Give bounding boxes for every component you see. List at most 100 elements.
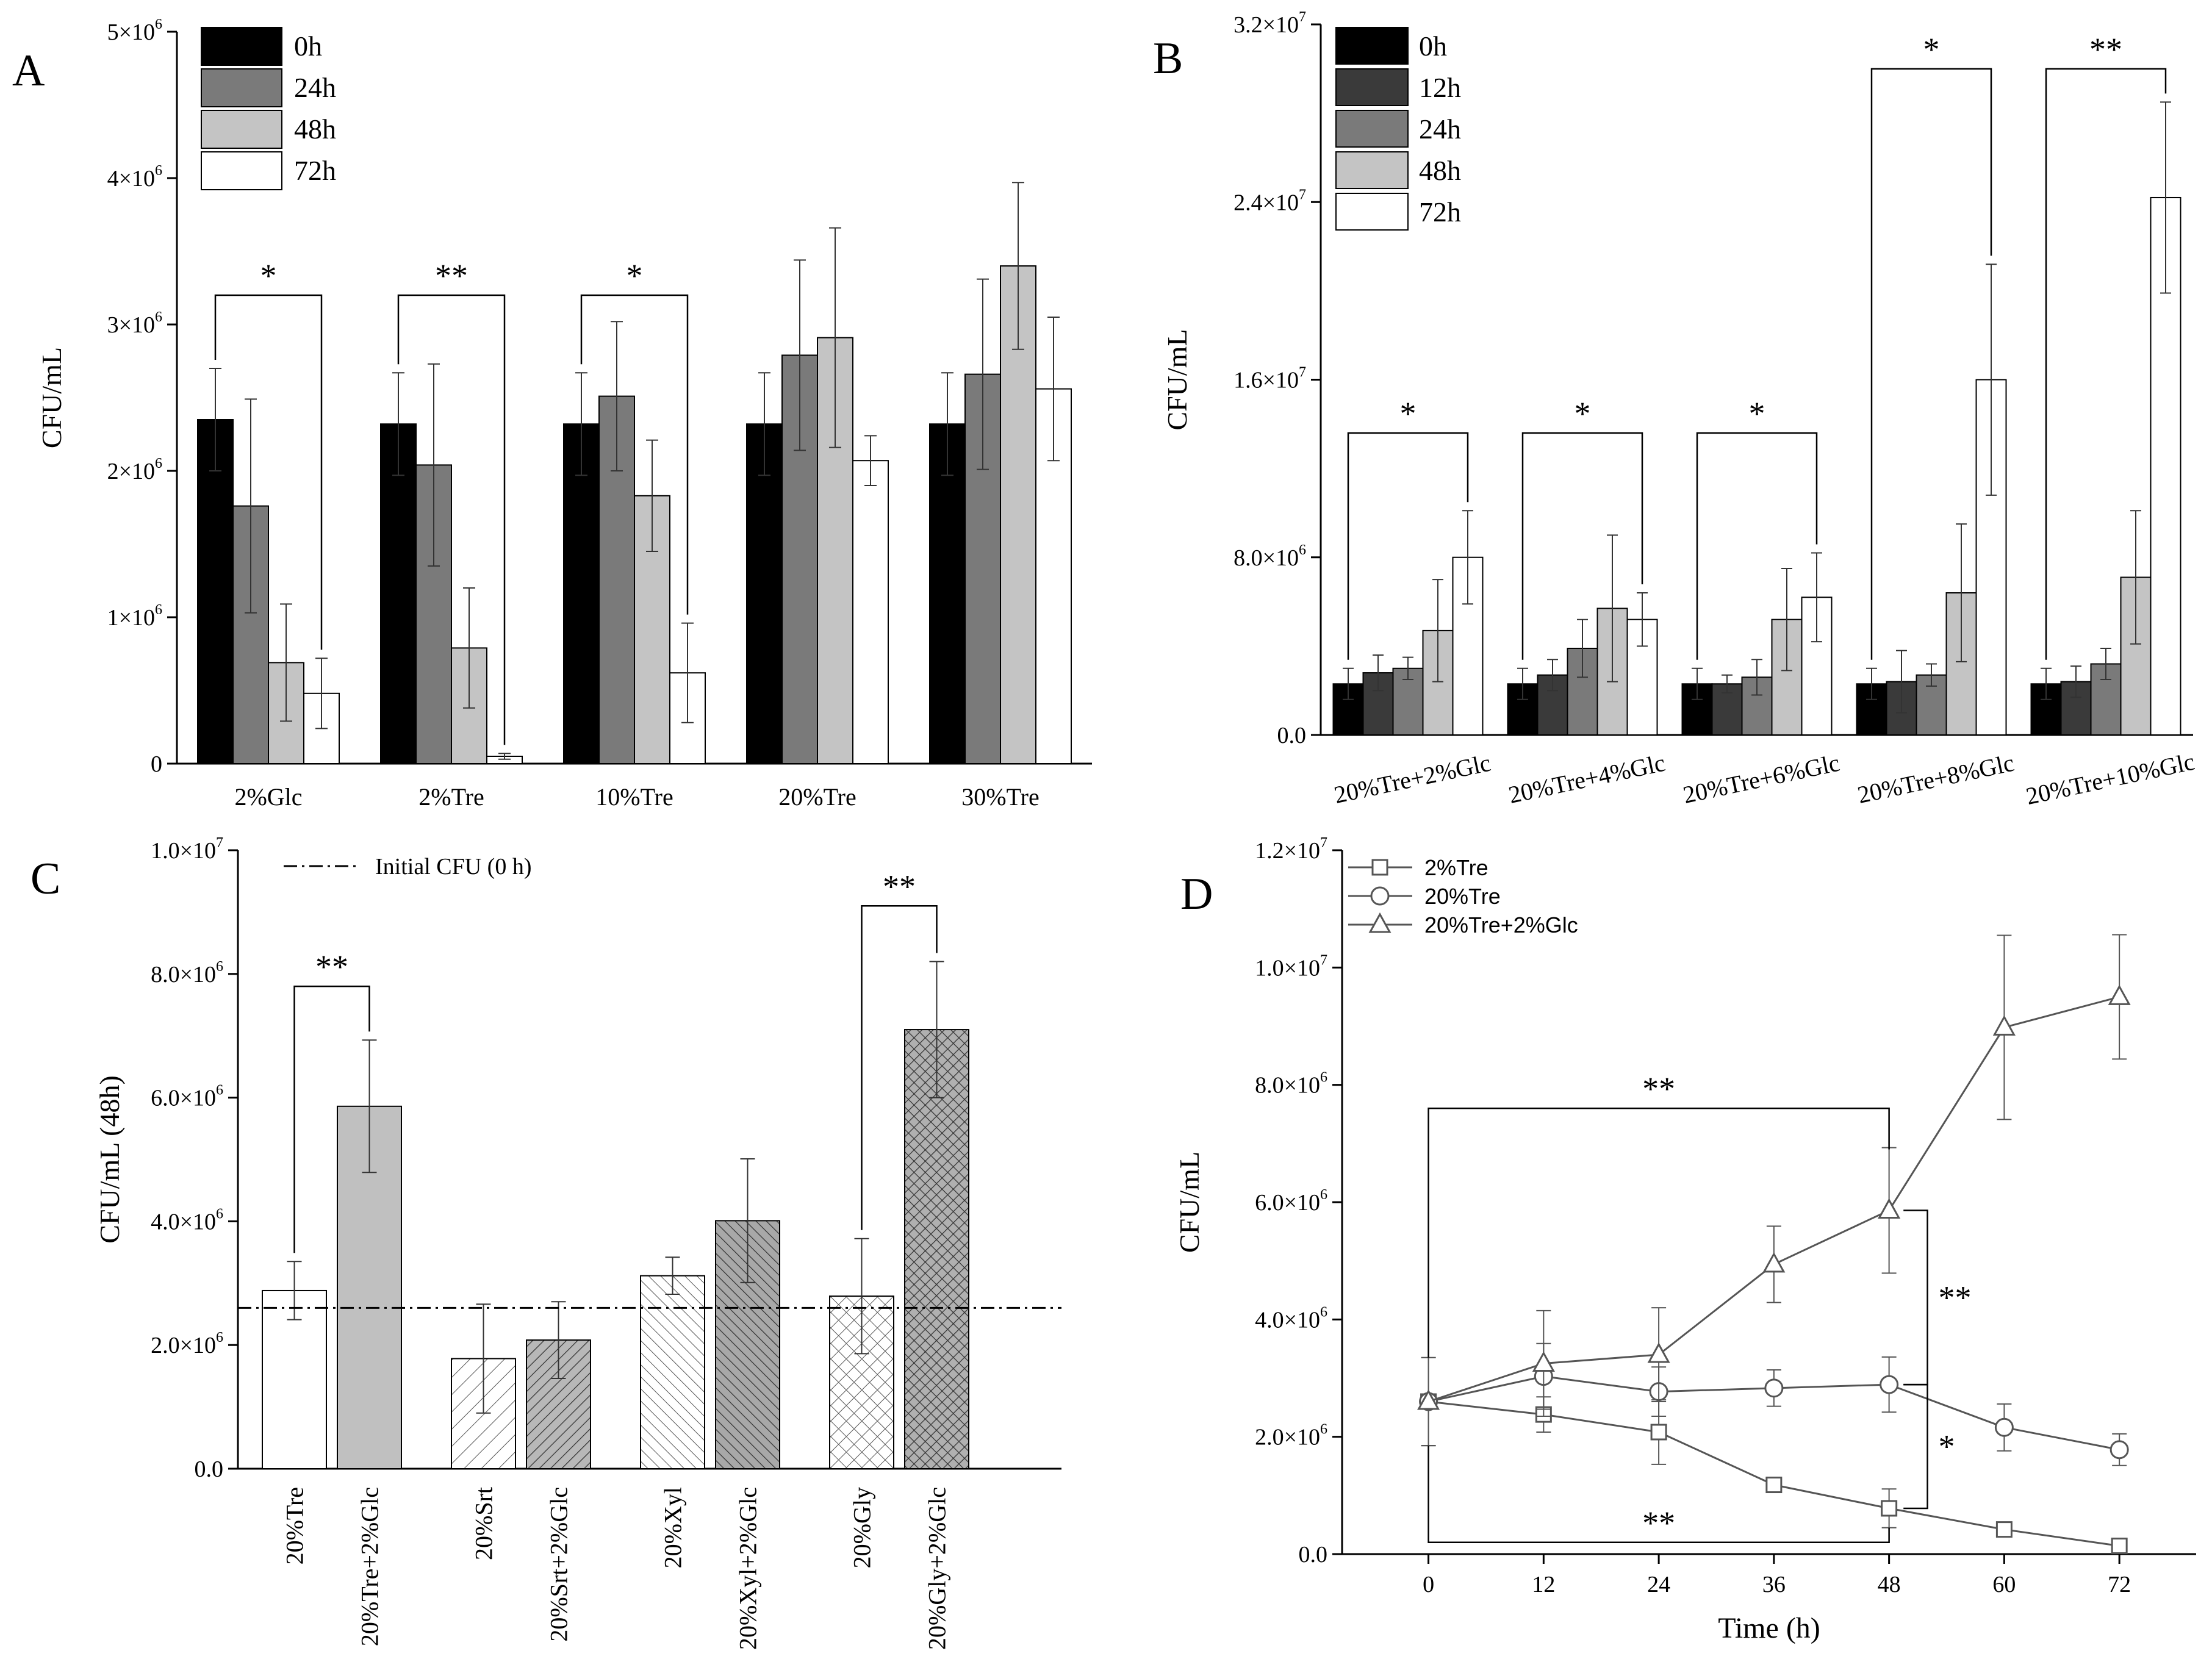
legend-label: 24h bbox=[294, 72, 336, 103]
significance-label: * bbox=[1575, 395, 1591, 432]
error-bar bbox=[1402, 656, 1413, 680]
error-bar bbox=[362, 1039, 377, 1173]
error-bar bbox=[2100, 648, 2111, 680]
y-tick-label-exponent: 6 bbox=[216, 1206, 223, 1222]
error-bar bbox=[1432, 579, 1443, 683]
y-tick-label-exponent: 6 bbox=[216, 1330, 223, 1345]
y-tick-label: 2.0×106 bbox=[1255, 1422, 1327, 1450]
y-tick-label: 8.0×106 bbox=[151, 959, 223, 987]
error-bar bbox=[740, 1158, 755, 1283]
bar bbox=[262, 1289, 327, 1470]
bar bbox=[415, 464, 452, 765]
panel-label-a: A bbox=[12, 46, 45, 96]
y-axis-title: CFU/mL bbox=[36, 347, 67, 448]
error-bar bbox=[1722, 674, 1733, 693]
y-tick-label-exponent: 6 bbox=[1320, 1422, 1327, 1438]
y-tick-label-mantissa: 5×10 bbox=[107, 20, 155, 45]
error-bar bbox=[1751, 659, 1762, 696]
error-bar bbox=[758, 372, 770, 476]
error-bar bbox=[1866, 667, 1877, 700]
bar bbox=[563, 423, 600, 764]
error-bar bbox=[1956, 523, 1967, 662]
y-tick-label-exponent: 6 bbox=[1299, 542, 1306, 558]
y-tick-label-exponent: 6 bbox=[1320, 1070, 1327, 1086]
legend-label: 0h bbox=[1419, 30, 1447, 62]
y-tick-label-mantissa: 6.0×10 bbox=[1255, 1190, 1320, 1216]
legend-swatch bbox=[201, 151, 282, 190]
y-tick-label-mantissa: 2×10 bbox=[107, 459, 155, 484]
y-tick-label-mantissa: 8.0×10 bbox=[1255, 1073, 1320, 1098]
x-category-label: 2%Glc bbox=[234, 783, 302, 811]
significance-label: * bbox=[1400, 395, 1417, 432]
y-tick-label-exponent: 6 bbox=[155, 309, 162, 325]
error-bar bbox=[2160, 101, 2171, 294]
panel-label-c: C bbox=[31, 854, 60, 904]
y-tick-label: 4.0×106 bbox=[151, 1206, 223, 1234]
data-point bbox=[2111, 1538, 2128, 1555]
y-tick-label-exponent: 6 bbox=[155, 163, 162, 179]
y-tick-label: 2×106 bbox=[107, 456, 162, 484]
bar bbox=[1975, 379, 2007, 736]
legend-swatch bbox=[201, 110, 282, 149]
series-line bbox=[1428, 1400, 2120, 1547]
y-tick-label-exponent: 7 bbox=[1299, 187, 1306, 202]
significance-bracket bbox=[1427, 1107, 1890, 1358]
error-bar bbox=[1811, 552, 1822, 643]
significance-bracket bbox=[397, 294, 506, 745]
x-tick-label: 12 bbox=[1532, 1572, 1555, 1597]
significance-label: * bbox=[1923, 31, 1940, 68]
significance-label: ** bbox=[2089, 31, 2122, 68]
error-bar bbox=[1637, 592, 1648, 647]
error-bar bbox=[1547, 659, 1558, 692]
x-tick-label: 36 bbox=[1762, 1572, 1786, 1597]
error-bar bbox=[1373, 654, 1384, 692]
data-point bbox=[2108, 984, 2131, 1005]
y-tick-label-exponent: 6 bbox=[216, 1083, 223, 1098]
y-tick-label: 5×106 bbox=[107, 16, 162, 45]
panel-d: D0.02.0×1064.0×1066.0×1068.0×1061.0×1071… bbox=[1174, 835, 2196, 1644]
x-category-label: 10%Tre bbox=[595, 783, 673, 811]
error-bar bbox=[1577, 618, 1588, 678]
y-tick-label: 8.0×106 bbox=[1233, 542, 1306, 571]
x-category-label: 20%Tre bbox=[778, 783, 856, 811]
y-tick-label-mantissa: 3.2×10 bbox=[1233, 12, 1299, 38]
error-bar bbox=[2041, 667, 2052, 700]
legend-swatch bbox=[1335, 68, 1409, 106]
y-tick-label: 6.0×106 bbox=[1255, 1187, 1327, 1216]
legend-marker bbox=[1368, 912, 1391, 933]
x-category-label: 20%Tre bbox=[281, 1487, 309, 1564]
error-bar bbox=[864, 435, 877, 486]
error-bar bbox=[1926, 663, 1937, 687]
data-point bbox=[1881, 1500, 1898, 1517]
bar bbox=[380, 423, 417, 764]
x-category-label: 20%Tre+2%Glc bbox=[356, 1487, 384, 1646]
y-tick-label-mantissa: 1.6×10 bbox=[1233, 368, 1299, 393]
y-tick-label-exponent: 6 bbox=[155, 456, 162, 471]
x-category-label: 20%Gly+2%Glc bbox=[924, 1487, 951, 1650]
y-tick-label: 1×106 bbox=[107, 602, 162, 631]
error-bar bbox=[1012, 182, 1024, 350]
y-tick-label-mantissa: 2.4×10 bbox=[1233, 190, 1299, 215]
series-line bbox=[1428, 995, 2120, 1403]
x-category-label: 20%Tre+2%Glc bbox=[1332, 749, 1493, 809]
panel-label-b: B bbox=[1153, 34, 1183, 84]
x-category-label: 20%Xyl+2%Glc bbox=[734, 1487, 762, 1650]
error-bar bbox=[476, 1303, 491, 1414]
data-point bbox=[1762, 1252, 1786, 1273]
significance-bracket bbox=[1870, 68, 1992, 660]
significance-label: * bbox=[627, 257, 643, 294]
significance-label: ** bbox=[883, 868, 916, 905]
error-bar bbox=[1047, 317, 1060, 462]
error-bar bbox=[280, 603, 292, 722]
y-tick-label: 2.4×107 bbox=[1233, 187, 1306, 215]
error-bar bbox=[854, 1238, 869, 1355]
data-point bbox=[1995, 1521, 2013, 1538]
x-category-label: 20%Tre+4%Glc bbox=[1506, 749, 1668, 809]
error-bar bbox=[1343, 667, 1354, 700]
legend-swatch bbox=[201, 27, 282, 66]
bar bbox=[852, 460, 889, 764]
y-tick-label-exponent: 6 bbox=[1320, 1187, 1327, 1203]
legend-label: 72h bbox=[294, 155, 336, 186]
legend-marker bbox=[1370, 886, 1390, 906]
